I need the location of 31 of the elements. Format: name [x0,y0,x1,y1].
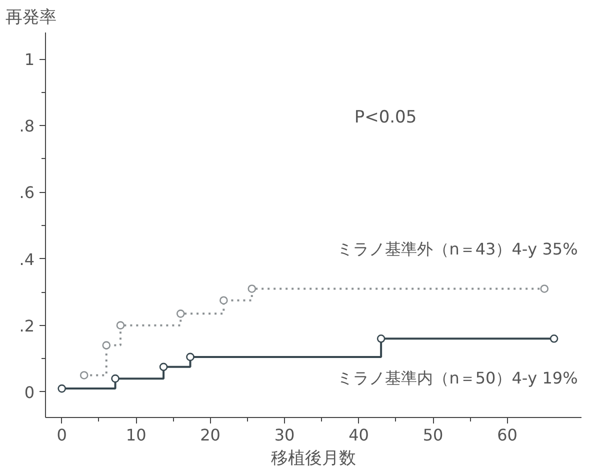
x-tick-label: 40 [348,426,369,444]
y-tick-label: 1 [24,50,35,70]
point [186,352,194,362]
point [550,334,558,343]
annotation: P<0.05 [354,108,417,128]
x-tick-label: 30 [274,426,295,444]
y-tick-label: .8 [19,116,34,136]
point [80,371,88,380]
y-axis-title: 再発率 [6,8,56,28]
series-label: ミラノ基準内（n＝50）4-y 19% [337,368,578,388]
y-tick-label: .4 [19,250,34,269]
point [176,310,185,318]
point [102,341,111,350]
point [116,321,125,330]
point [159,362,168,372]
x-tick-label: 0 [56,426,67,444]
point [58,384,66,393]
point [111,374,120,383]
x-tick-label: 20 [200,426,220,444]
x-tick-label: 10 [126,426,146,444]
y-tick-label: .6 [19,183,34,202]
y-tick-label: 0 [24,382,35,402]
x-tick-label: 50 [422,426,444,444]
point [376,334,386,343]
point [248,284,256,293]
y-tick-label: .2 [19,316,34,336]
point [220,296,228,305]
x-axis-title: 移植後月数 [271,448,356,468]
x-tick-label: 60 [497,426,518,444]
series-label: ミラノ基準外（n＝43）4-y 35% [337,240,578,259]
point [540,284,549,293]
